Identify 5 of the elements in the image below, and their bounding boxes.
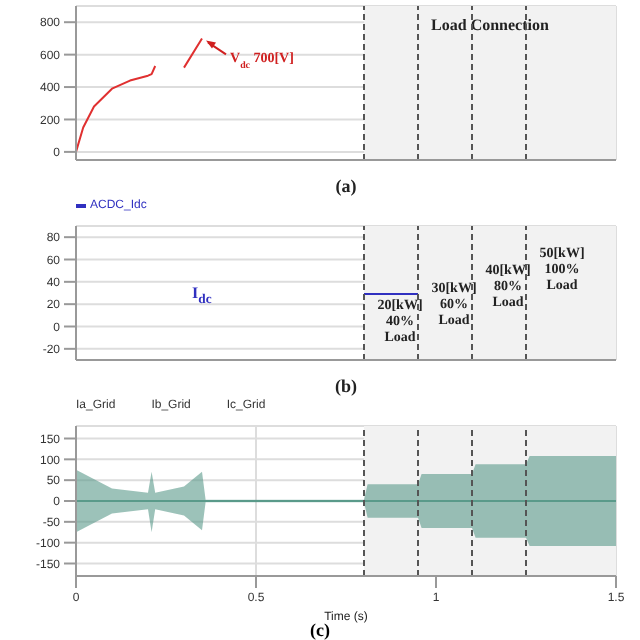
text: (c) bbox=[310, 620, 330, 640]
x-axis-title: (b) bbox=[335, 376, 357, 396]
x-axis-title: (a) bbox=[335, 176, 357, 196]
band-label: Load Connection bbox=[431, 16, 550, 34]
annotation: I$_{dc}$ bbox=[192, 283, 212, 307]
